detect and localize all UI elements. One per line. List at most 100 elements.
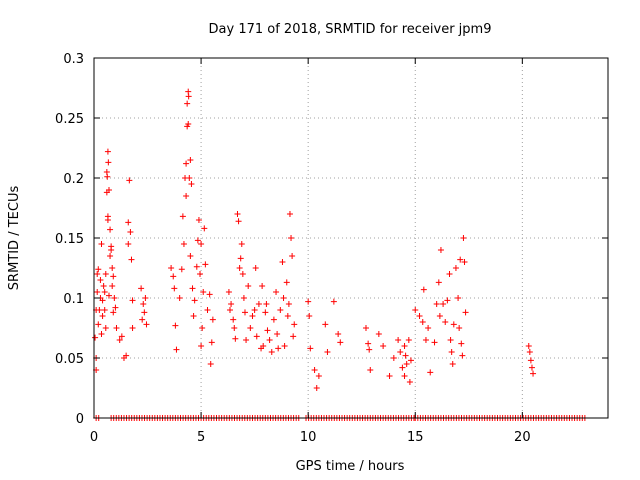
data-point xyxy=(419,319,426,325)
data-point xyxy=(461,259,468,265)
data-point xyxy=(253,333,260,340)
data-point xyxy=(375,331,382,337)
data-point xyxy=(446,271,453,277)
data-point xyxy=(118,333,125,340)
data-point xyxy=(231,325,238,331)
data-point xyxy=(459,352,466,359)
data-point xyxy=(247,325,254,331)
data-point xyxy=(105,187,112,193)
data-point xyxy=(187,157,194,163)
data-point xyxy=(420,286,427,293)
data-point xyxy=(188,181,195,187)
data-point xyxy=(112,304,119,311)
data-point xyxy=(425,325,432,331)
data-point xyxy=(252,265,259,271)
data-point xyxy=(207,361,214,367)
data-point xyxy=(457,256,464,263)
data-point xyxy=(448,349,455,355)
data-point xyxy=(101,289,108,295)
data-point xyxy=(168,265,175,271)
data-point xyxy=(263,301,270,307)
data-point xyxy=(202,261,209,268)
data-point xyxy=(173,346,180,353)
data-point xyxy=(179,213,186,220)
data-point xyxy=(116,337,123,343)
data-point xyxy=(397,349,404,355)
data-point xyxy=(313,385,320,391)
data-point xyxy=(235,218,242,225)
data-point xyxy=(129,297,136,304)
data-point xyxy=(452,265,459,271)
data-point xyxy=(401,373,408,379)
data-point xyxy=(395,337,402,343)
data-point xyxy=(191,297,198,304)
x-tick-label: 20 xyxy=(514,430,531,445)
data-point xyxy=(101,307,108,313)
data-point xyxy=(286,211,293,217)
data-point xyxy=(237,255,244,262)
data-point xyxy=(289,253,296,259)
data-point xyxy=(139,316,146,323)
data-point xyxy=(102,325,109,331)
data-point xyxy=(125,241,132,247)
data-point xyxy=(290,333,297,340)
data-point xyxy=(180,241,187,247)
data-point xyxy=(449,361,456,367)
data-point xyxy=(324,349,331,355)
data-point xyxy=(245,283,252,289)
data-point xyxy=(107,226,114,233)
data-point xyxy=(236,265,243,271)
x-tick-label: 10 xyxy=(300,430,317,445)
data-point xyxy=(105,159,112,166)
data-point xyxy=(526,349,533,355)
data-point xyxy=(126,177,133,184)
data-point xyxy=(240,295,247,301)
data-point xyxy=(264,327,271,334)
data-point xyxy=(266,337,273,343)
data-point xyxy=(365,340,372,347)
data-point xyxy=(239,271,246,277)
data-point xyxy=(403,361,410,367)
data-point xyxy=(407,357,414,364)
data-point xyxy=(109,283,116,289)
data-point xyxy=(315,373,322,379)
data-point xyxy=(190,313,197,319)
data-point xyxy=(111,295,118,301)
data-point xyxy=(525,343,532,349)
data-point xyxy=(104,148,111,155)
data-point xyxy=(232,335,239,342)
data-point xyxy=(94,289,101,295)
data-point xyxy=(143,321,150,328)
data-point xyxy=(380,343,387,349)
data-point xyxy=(198,241,205,247)
data-point xyxy=(275,345,282,352)
data-point xyxy=(259,283,266,289)
data-point xyxy=(273,289,280,295)
data-point xyxy=(185,121,192,127)
x-axis-label: GPS time / hours xyxy=(296,459,405,474)
y-tick-label: 0.3 xyxy=(63,52,84,67)
data-point xyxy=(99,297,106,304)
data-point xyxy=(447,337,454,343)
data-point xyxy=(199,325,206,331)
data-point xyxy=(285,301,292,307)
data-point xyxy=(437,247,444,253)
data-point xyxy=(440,301,447,307)
data-point xyxy=(362,325,369,331)
data-point xyxy=(416,313,423,319)
data-point xyxy=(307,345,314,352)
data-point xyxy=(110,309,117,316)
data-point xyxy=(110,273,117,280)
x-tick-label: 5 xyxy=(197,430,205,445)
data-point xyxy=(105,292,112,299)
data-point xyxy=(171,285,178,292)
data-point xyxy=(123,352,130,359)
data-point xyxy=(129,325,136,331)
data-point xyxy=(427,369,434,376)
chart-title: Day 171 of 2018, SRMTID for receiver jpm… xyxy=(209,22,492,37)
data-point xyxy=(241,309,248,316)
y-tick-label: 0.15 xyxy=(55,232,84,247)
data-point xyxy=(194,237,201,244)
data-point xyxy=(176,295,183,301)
data-point xyxy=(96,307,103,313)
